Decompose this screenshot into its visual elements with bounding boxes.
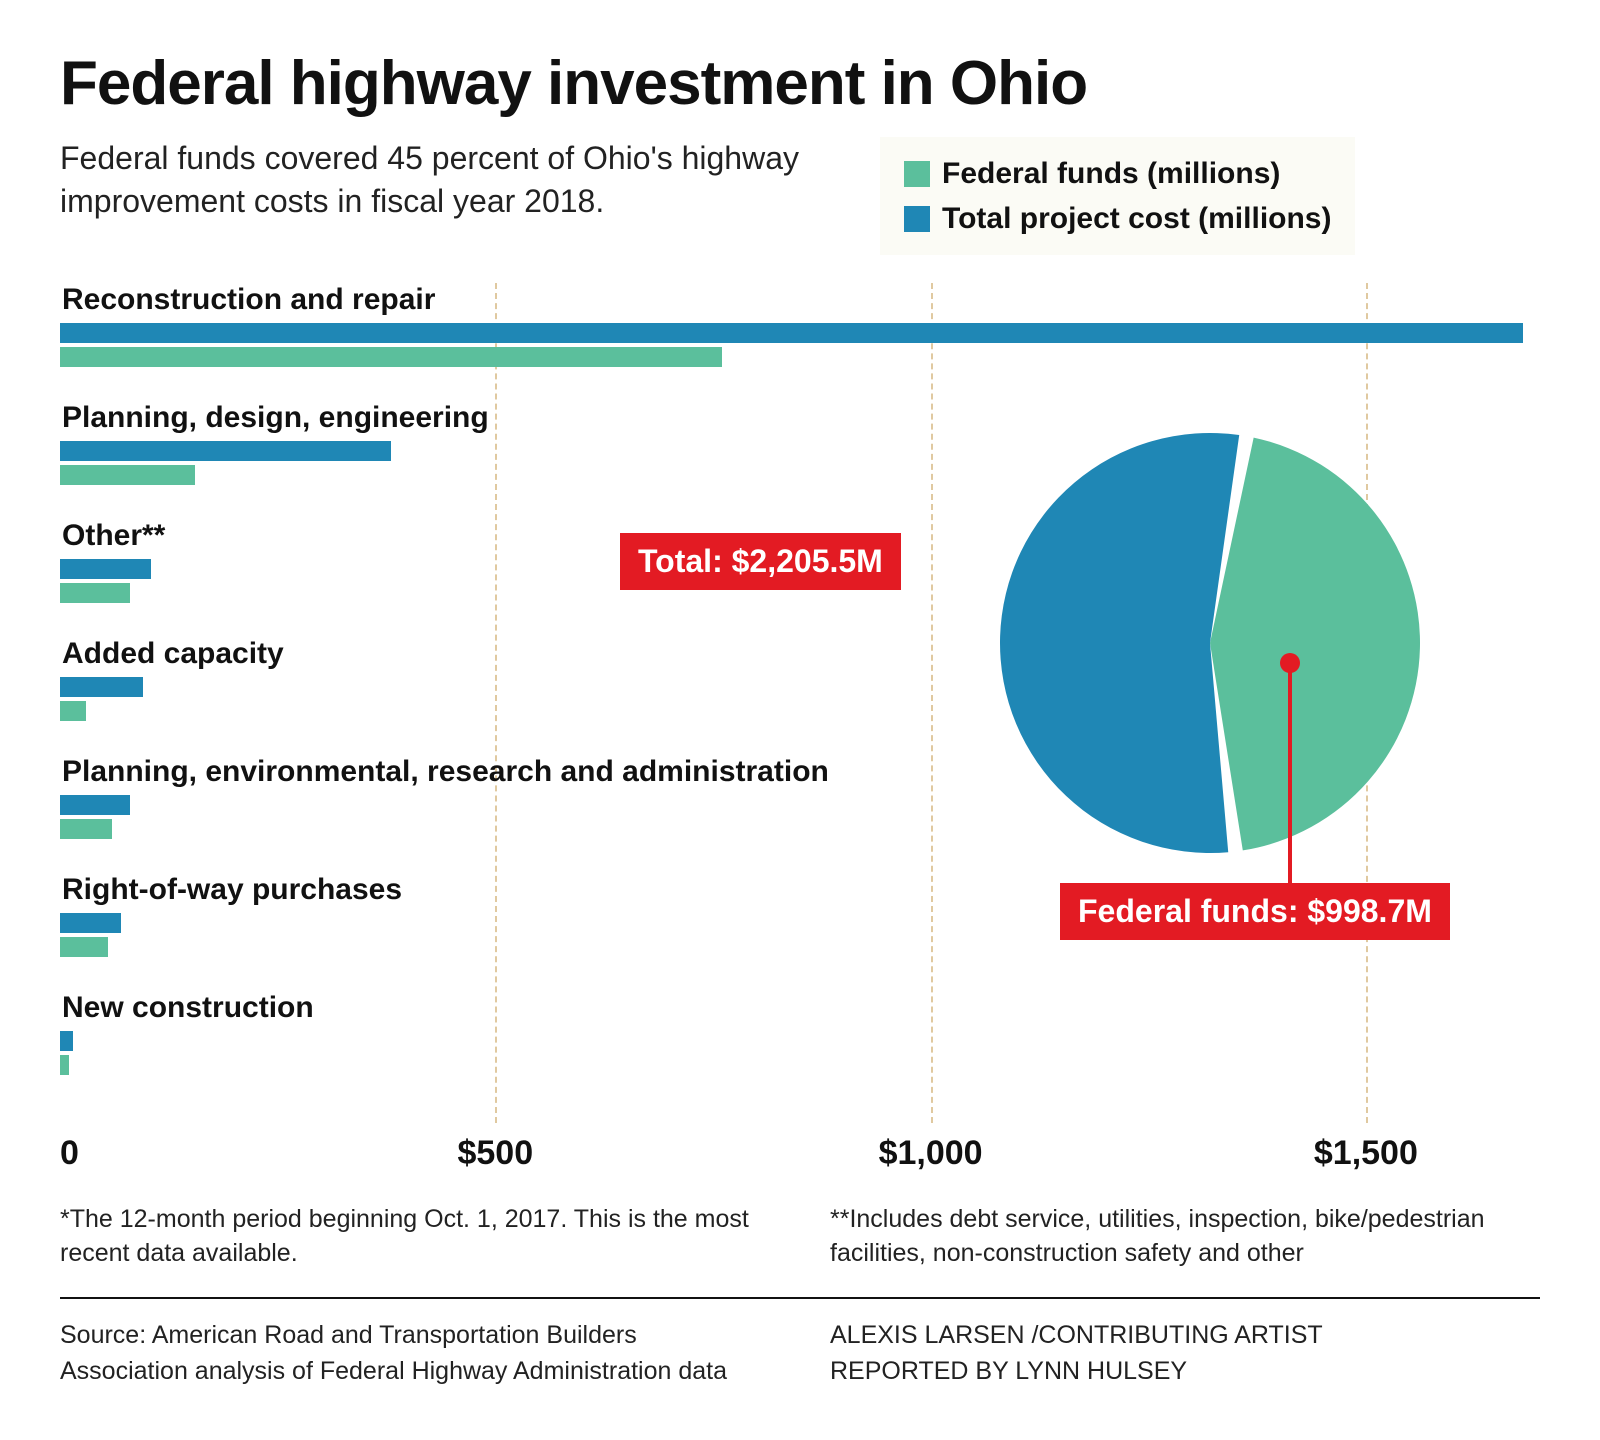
credit-source: Source: American Road and Transportation… [60, 1317, 770, 1390]
bar-label: Reconstruction and repair [62, 283, 1540, 317]
bar-group: Reconstruction and repair [60, 283, 1540, 371]
footnote-left: *The 12-month period beginning Oct. 1, 2… [60, 1203, 770, 1271]
chart-area: Reconstruction and repair Planning, desig… [60, 283, 1540, 1193]
legend-item-federal: Federal funds (millions) [904, 151, 1331, 196]
legend-item-total: Total project cost (millions) [904, 196, 1331, 241]
legend: Federal funds (millions) Total project c… [880, 137, 1355, 255]
bar-group: New construction [60, 991, 1540, 1079]
bar-federal [60, 465, 195, 485]
bar-total [60, 1031, 73, 1051]
callout-total-text: Total: $2,205.5M [638, 543, 883, 579]
divider [60, 1297, 1540, 1299]
callout-federal: Federal funds: $998.7M [1060, 883, 1450, 940]
credit-reporter: REPORTED BY LYNN HULSEY [830, 1353, 1540, 1389]
bar-federal [60, 583, 130, 603]
bar-federal [60, 819, 112, 839]
swatch-federal-icon [904, 161, 930, 187]
swatch-total-icon [904, 206, 930, 232]
bar-federal [60, 1055, 69, 1075]
credit-right: ALEXIS LARSEN /CONTRIBUTING ARTIST REPOR… [830, 1317, 1540, 1390]
infographic: Federal highway investment in Ohio Feder… [0, 0, 1600, 1440]
credit-artist: ALEXIS LARSEN /CONTRIBUTING ARTIST [830, 1317, 1540, 1353]
credits: Source: American Road and Transportation… [60, 1317, 1540, 1390]
bar-total [60, 677, 143, 697]
x-tick-label: $1,000 [879, 1134, 983, 1173]
bar-label: New construction [62, 991, 1540, 1025]
bar-total [60, 441, 391, 461]
legend-label-federal: Federal funds (millions) [942, 151, 1280, 196]
bar-total [60, 323, 1523, 343]
x-tick-label: 0 [60, 1134, 79, 1173]
footnote-right: **Includes debt service, utilities, insp… [830, 1203, 1540, 1271]
bar-total [60, 795, 130, 815]
x-axis-labels: 0 $500 $1,000 $1,500 [60, 1123, 1540, 1193]
x-tick-label: $1,500 [1314, 1134, 1418, 1173]
subhead-row: Federal funds covered 45 percent of Ohio… [60, 137, 1540, 255]
bar-federal [60, 347, 722, 367]
footnotes: *The 12-month period beginning Oct. 1, 2… [60, 1203, 1540, 1271]
bar-federal [60, 937, 108, 957]
callout-total: Total: $2,205.5M [620, 533, 901, 590]
bar-total [60, 559, 151, 579]
subhead: Federal funds covered 45 percent of Ohio… [60, 137, 840, 223]
legend-label-total: Total project cost (millions) [942, 196, 1331, 241]
leader-line-icon [1000, 433, 1420, 853]
callout-federal-text: Federal funds: $998.7M [1078, 893, 1432, 929]
bar-label: Planning, design, engineering [62, 401, 1540, 435]
bar-total [60, 913, 121, 933]
bar-federal [60, 701, 86, 721]
page-title: Federal highway investment in Ohio [60, 48, 1540, 119]
x-tick-label: $500 [457, 1134, 533, 1173]
